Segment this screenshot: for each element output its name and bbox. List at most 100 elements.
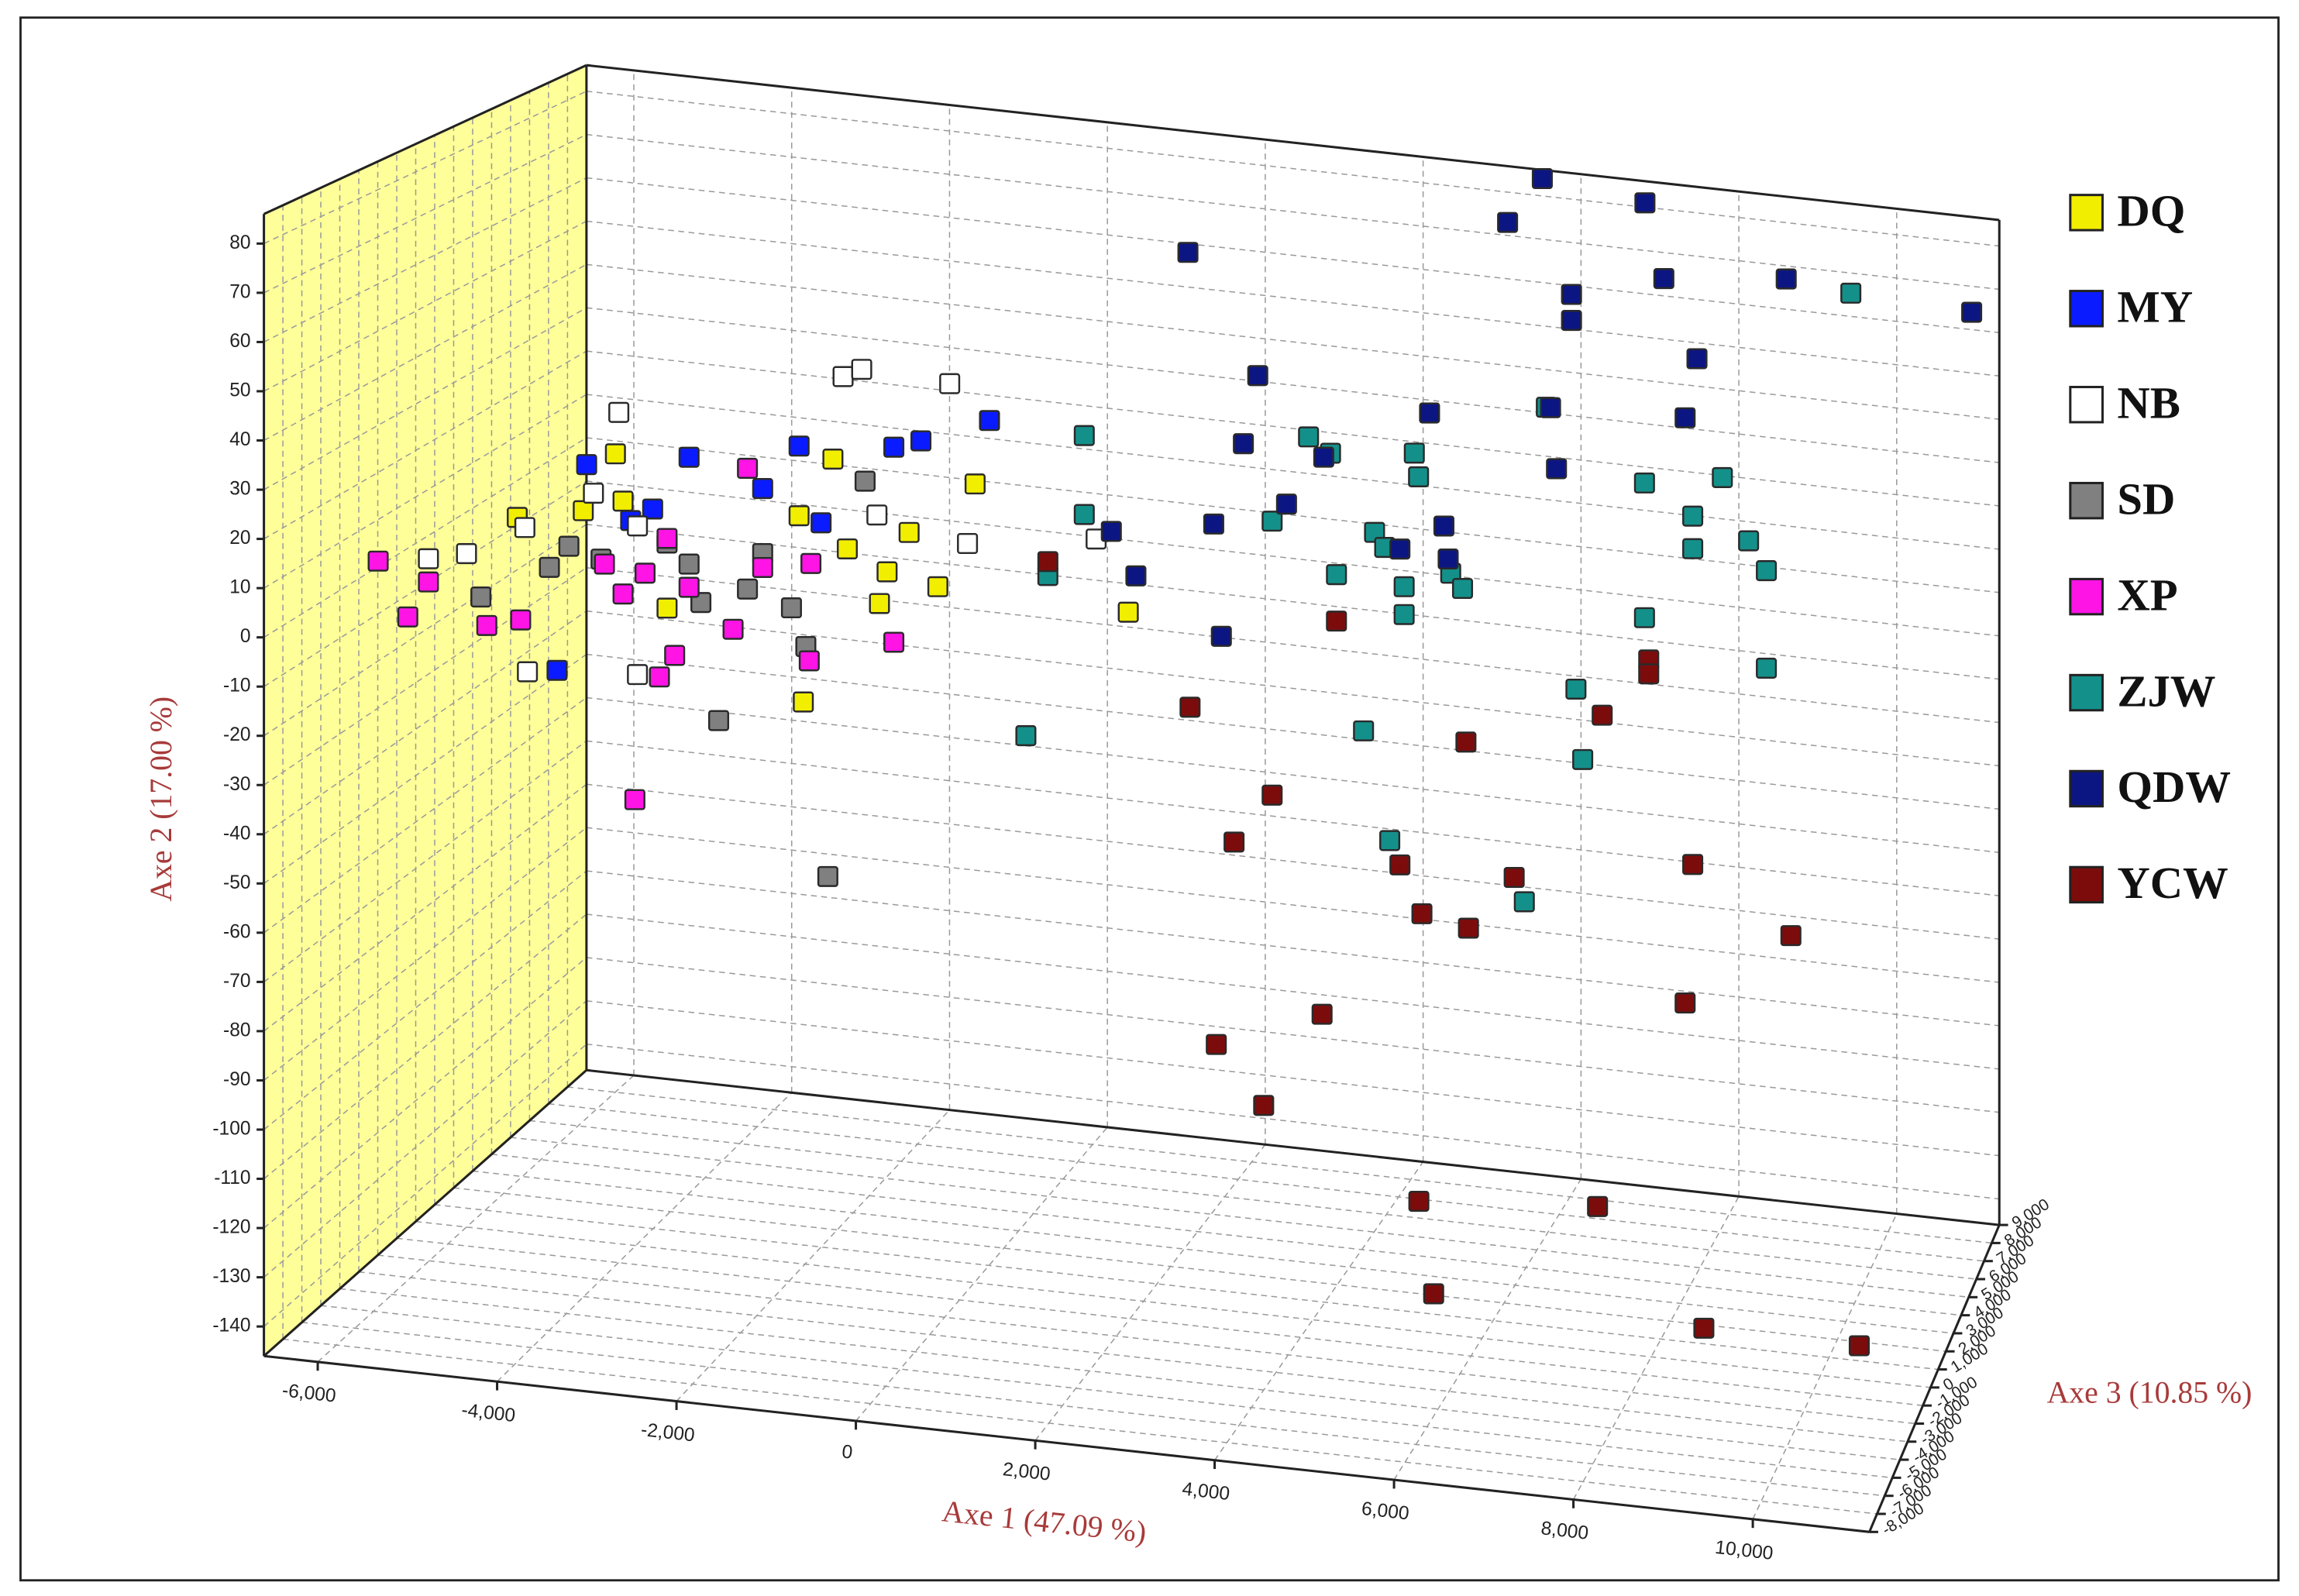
data-point: [1682, 505, 1704, 527]
grid-line: [586, 870, 2000, 1027]
data-point: [836, 538, 859, 560]
legend-swatch: [2069, 769, 2104, 808]
y-tick-label: -140: [212, 1316, 250, 1336]
data-point: [517, 661, 539, 683]
legend-swatch: [2069, 386, 2104, 424]
data-point: [780, 597, 802, 619]
data-point: [634, 562, 656, 584]
data-point: [866, 504, 888, 526]
grid-line: [1393, 1178, 1582, 1481]
box-edge: [1868, 1224, 2001, 1532]
z-axis-title: Axe 3 (10.85 %): [2047, 1375, 2253, 1409]
data-point: [1353, 720, 1375, 741]
grid-line: [586, 220, 2000, 377]
y-tick-label: -30: [223, 774, 251, 795]
data-point: [546, 659, 568, 681]
legend-swatch: [2069, 194, 2104, 232]
data-point: [1592, 704, 1613, 726]
legend-label: QDW: [2117, 762, 2231, 812]
data-point: [1497, 212, 1519, 233]
data-point: [1756, 560, 1778, 582]
data-point: [1546, 458, 1568, 480]
data-point: [1393, 576, 1415, 597]
grid-line: [586, 394, 2000, 550]
grid-line: [263, 653, 587, 884]
data-point: [1458, 917, 1479, 939]
data-point: [1738, 530, 1760, 552]
data-point: [1840, 282, 1862, 304]
grid-line: [263, 913, 587, 1180]
data-point: [678, 576, 700, 598]
data-point: [604, 443, 626, 465]
legend-swatch: [2069, 865, 2104, 904]
grid-line: [586, 957, 2000, 1113]
box-edge: [263, 1354, 1870, 1533]
grid-line: [676, 1109, 951, 1402]
data-point: [1633, 472, 1655, 494]
legend-swatch: [2069, 673, 2104, 712]
y-tick-label: 50: [229, 380, 250, 401]
grid-line: [586, 697, 2000, 854]
data-point: [1408, 466, 1430, 487]
data-point: [678, 553, 700, 575]
data-point: [656, 528, 678, 549]
data-point: [573, 500, 594, 521]
data-point: [883, 631, 905, 653]
data-point: [1561, 310, 1582, 332]
left-wall: [263, 65, 587, 1357]
legend-label: SD: [2117, 473, 2175, 524]
data-point: [957, 532, 979, 555]
data-point: [1223, 831, 1245, 853]
grid-line: [586, 263, 2000, 420]
grid-line: [586, 133, 2000, 291]
data-point: [752, 556, 773, 579]
grid-line: [263, 394, 587, 589]
grid-line: [491, 1154, 1962, 1316]
data-point: [1682, 854, 1704, 875]
data-point: [1261, 511, 1283, 532]
grid-line: [497, 1092, 793, 1382]
legend-label: NB: [2117, 377, 2180, 428]
legend-label: MY: [2117, 282, 2193, 332]
data-point: [910, 430, 932, 452]
data-point: [788, 435, 810, 457]
data-point: [1961, 301, 1983, 323]
data-point: [1015, 725, 1037, 747]
data-point: [456, 543, 477, 565]
grid-line: [586, 653, 2000, 810]
data-point: [1379, 830, 1401, 851]
grid-line: [263, 133, 587, 294]
grid-line: [301, 1322, 1885, 1497]
grid-line: [586, 1000, 2000, 1157]
y-tick-label: -10: [223, 676, 251, 697]
data-point: [649, 666, 670, 688]
grid-line: [263, 177, 587, 343]
y-tick-label: 40: [229, 429, 250, 450]
grid-line: [586, 740, 2000, 896]
data-point: [1633, 607, 1655, 628]
grid-line: [339, 1288, 1901, 1460]
y-tick-label: 10: [229, 577, 250, 598]
data-point: [627, 664, 649, 686]
grid-line: [415, 1220, 1931, 1388]
legend-label: DQ: [2117, 186, 2185, 236]
legend-swatch: [2069, 577, 2104, 616]
legend-label: YCW: [2117, 858, 2228, 908]
data-point: [1125, 565, 1147, 586]
data-point: [1423, 1283, 1444, 1305]
data-point: [642, 498, 663, 520]
grid-line: [263, 740, 587, 982]
data-point: [798, 650, 820, 672]
grid-line: [320, 1305, 1893, 1479]
y-tick-label: -80: [223, 1020, 251, 1040]
data-point: [979, 410, 1000, 432]
y-tick-label: -130: [212, 1266, 250, 1287]
x-tick-label: 0: [841, 1441, 854, 1463]
data-point: [624, 789, 645, 810]
box-edge: [586, 1068, 2000, 1226]
x-tick-label: 8,000: [1540, 1518, 1589, 1544]
data-point: [883, 436, 905, 458]
data-point: [822, 449, 844, 470]
